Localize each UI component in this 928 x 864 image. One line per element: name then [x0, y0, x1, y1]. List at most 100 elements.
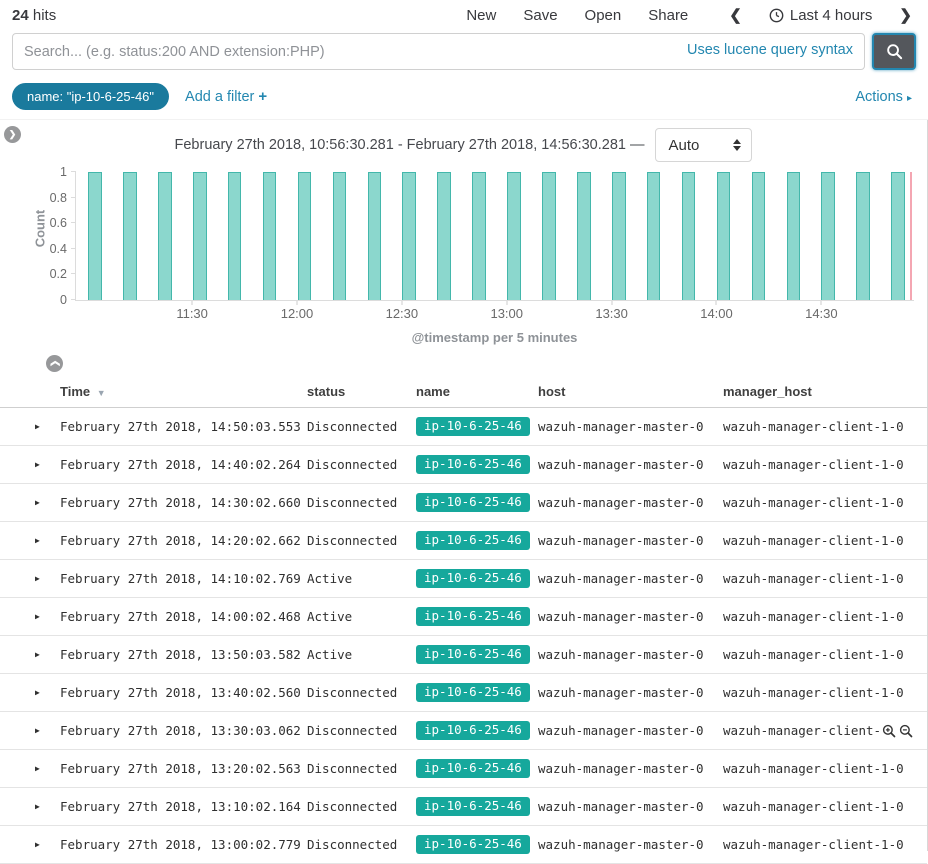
x-tick-label: 11:30: [176, 306, 208, 321]
cell-manager-host: wazuh-manager-client-1-0: [723, 837, 904, 852]
expand-row-icon[interactable]: ▶: [35, 536, 40, 545]
histogram-bar[interactable]: [227, 172, 242, 300]
histogram-bar[interactable]: [751, 172, 766, 300]
cell-manager-host: wazuh-manager-client-1-0: [723, 647, 904, 662]
name-badge[interactable]: ip-10-6-25-46: [416, 796, 530, 817]
sidebar-expand-icon[interactable]: ❯: [4, 126, 21, 143]
cell-manager-host: wazuh-manager-client-1-0: [723, 685, 904, 700]
add-filter-button[interactable]: Add a filter +: [185, 88, 267, 105]
histogram-bar[interactable]: [262, 172, 277, 300]
lucene-syntax-link[interactable]: Uses lucene query syntax: [686, 42, 853, 58]
y-tick-label: 0.4: [49, 241, 67, 256]
zoom-in-icon[interactable]: [882, 724, 896, 738]
histogram-bar[interactable]: [646, 172, 661, 300]
y-tick-mark: [71, 171, 76, 172]
hits-count: 24 hits: [12, 7, 56, 24]
histogram-bar[interactable]: [88, 172, 102, 300]
expand-row-icon[interactable]: ▶: [35, 498, 40, 507]
expand-row-icon[interactable]: ▶: [35, 688, 40, 697]
x-tick-mark: [611, 301, 613, 305]
expand-row-icon[interactable]: ▶: [35, 726, 40, 735]
actions-button[interactable]: Actions ▸: [855, 89, 912, 105]
expand-row-icon[interactable]: ▶: [35, 574, 40, 583]
name-badge[interactable]: ip-10-6-25-46: [416, 682, 530, 703]
share-button[interactable]: Share: [648, 6, 689, 24]
expand-row-icon[interactable]: ▶: [35, 650, 40, 659]
cell-status: Active: [307, 571, 353, 586]
open-button[interactable]: Open: [584, 6, 622, 24]
column-header-name[interactable]: name: [416, 384, 450, 399]
histogram-bar[interactable]: [891, 172, 905, 300]
new-button[interactable]: New: [466, 6, 497, 24]
name-badge[interactable]: ip-10-6-25-46: [416, 834, 530, 855]
filter-bar: name: "ip-10-6-25-46" Add a filter + Act…: [0, 76, 928, 120]
cell-host: wazuh-manager-master-0: [538, 685, 704, 700]
search-button[interactable]: [872, 33, 916, 70]
x-tick-label: 14:00: [700, 306, 733, 321]
cell-host: wazuh-manager-master-0: [538, 495, 704, 510]
time-next-button[interactable]: ❯: [899, 7, 912, 24]
hits-label: hits: [32, 6, 57, 24]
histogram-bar[interactable]: [472, 172, 486, 300]
name-badge[interactable]: ip-10-6-25-46: [416, 530, 530, 551]
table-row: ▶ February 27th 2018, 14:40:02.264 Disco…: [0, 446, 927, 484]
histogram-bar[interactable]: [786, 172, 801, 300]
expand-row-icon[interactable]: ▶: [35, 840, 40, 849]
filter-pill[interactable]: name: "ip-10-6-25-46": [12, 83, 170, 110]
expand-row-icon[interactable]: ▶: [35, 422, 40, 431]
name-badge[interactable]: ip-10-6-25-46: [416, 454, 530, 475]
histogram-bar[interactable]: [611, 172, 626, 300]
histogram-bar[interactable]: [437, 172, 451, 300]
histogram-bar[interactable]: [821, 172, 836, 300]
documents-table: Time ▼ status name host manager_host ▶ F…: [0, 376, 927, 864]
cell-time: February 27th 2018, 14:30:02.660: [60, 495, 301, 510]
histogram-bar[interactable]: [507, 172, 521, 300]
table-row: ▶ February 27th 2018, 14:20:02.662 Disco…: [0, 522, 927, 560]
save-button[interactable]: Save: [523, 6, 558, 24]
name-badge[interactable]: ip-10-6-25-46: [416, 416, 530, 437]
x-tick-label: 13:00: [490, 306, 524, 321]
x-axis-ticks: 11:30 12:00 12:30 13:00 13:30 14:00 14:30: [75, 301, 914, 323]
interval-select[interactable]: Auto: [655, 128, 753, 162]
histogram-bar[interactable]: [297, 172, 312, 300]
histogram-bar[interactable]: [123, 172, 137, 300]
histogram-bar[interactable]: [716, 172, 731, 300]
time-prev-button[interactable]: ❮: [729, 7, 742, 24]
histogram-bar[interactable]: [192, 172, 207, 300]
name-badge[interactable]: ip-10-6-25-46: [416, 758, 530, 779]
name-badge[interactable]: ip-10-6-25-46: [416, 492, 530, 513]
column-header-manager-host[interactable]: manager_host: [723, 384, 812, 399]
expand-row-icon[interactable]: ▶: [35, 802, 40, 811]
histogram-bar[interactable]: [367, 172, 382, 300]
time-filter-button[interactable]: Last 4 hours: [769, 7, 872, 24]
column-header-status[interactable]: status: [307, 384, 346, 399]
collapse-histogram-icon[interactable]: ❯: [46, 355, 63, 372]
cell-manager-host: wazuh-manager-client-1-0: [723, 799, 904, 814]
add-filter-label: Add a filter: [185, 89, 255, 105]
histogram-bar[interactable]: [856, 172, 870, 300]
expand-row-icon[interactable]: ▶: [35, 460, 40, 469]
expand-row-icon[interactable]: ▶: [35, 764, 40, 773]
cell-time: February 27th 2018, 13:10:02.164: [60, 799, 301, 814]
expand-row-icon[interactable]: ▶: [35, 612, 40, 621]
search-input[interactable]: [12, 33, 865, 70]
histogram-bar[interactable]: [681, 172, 696, 300]
name-badge[interactable]: ip-10-6-25-46: [416, 720, 530, 741]
table-header: Time ▼ status name host manager_host: [0, 376, 927, 408]
histogram-bar[interactable]: [332, 172, 347, 300]
column-header-host[interactable]: host: [538, 384, 566, 399]
table-row: ▶ February 27th 2018, 13:20:02.563 Disco…: [0, 750, 927, 788]
histogram-bar[interactable]: [402, 172, 417, 300]
top-nav-menu: New Save Open Share ❮ Last 4 hours ❯: [466, 6, 912, 25]
name-badge[interactable]: ip-10-6-25-46: [416, 568, 530, 589]
name-badge[interactable]: ip-10-6-25-46: [416, 644, 530, 665]
column-header-time[interactable]: Time ▼: [60, 384, 307, 399]
cell-status: Disconnected: [307, 685, 398, 700]
name-badge[interactable]: ip-10-6-25-46: [416, 606, 530, 627]
histogram-bar[interactable]: [158, 172, 172, 300]
cell-time: February 27th 2018, 13:40:02.560: [60, 685, 301, 700]
histogram-bar[interactable]: [542, 172, 556, 300]
zoom-out-icon[interactable]: [899, 724, 913, 738]
histogram-bar[interactable]: [577, 172, 591, 300]
cell-status: Disconnected: [307, 457, 398, 472]
